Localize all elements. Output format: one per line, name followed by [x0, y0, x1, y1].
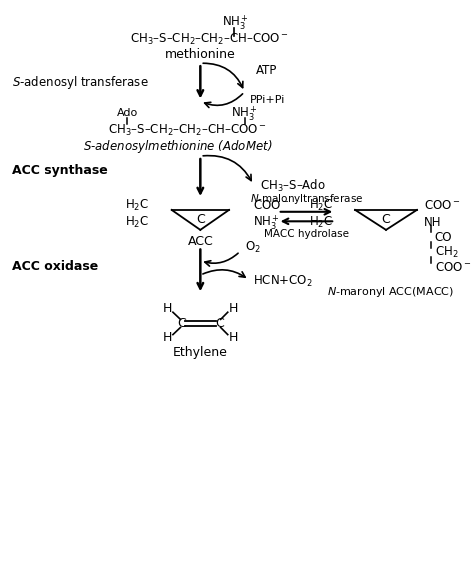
Text: NH$_3^+$: NH$_3^+$: [222, 13, 249, 32]
Text: C: C: [196, 213, 205, 226]
Text: C: C: [215, 317, 224, 330]
Text: NH$_3^+$: NH$_3^+$: [254, 214, 280, 232]
Text: C: C: [177, 317, 186, 330]
Text: Ethylene: Ethylene: [173, 346, 228, 359]
Text: CO: CO: [435, 231, 452, 243]
Text: H: H: [163, 331, 172, 344]
Text: COO$^-$: COO$^-$: [254, 199, 290, 212]
Text: C: C: [382, 213, 391, 226]
Text: $S$-adenosyl transferase: $S$-adenosyl transferase: [12, 74, 149, 91]
Text: ATP: ATP: [255, 64, 277, 77]
Text: H$_2$C: H$_2$C: [126, 215, 149, 230]
Text: COO$^-$: COO$^-$: [435, 262, 471, 274]
Text: H: H: [229, 331, 238, 344]
Text: NH$_3^+$: NH$_3^+$: [231, 104, 258, 123]
Text: MACC hydrolase: MACC hydrolase: [264, 228, 349, 239]
Text: HCN+CO$_2$: HCN+CO$_2$: [254, 274, 313, 289]
Text: H$_2$C: H$_2$C: [126, 197, 149, 213]
Text: ACC oxidase: ACC oxidase: [12, 261, 99, 273]
Text: O$_2$: O$_2$: [245, 240, 260, 255]
Text: H$_2$C: H$_2$C: [309, 197, 333, 213]
Text: PPi+Pi: PPi+Pi: [250, 95, 285, 105]
Text: COO$^-$: COO$^-$: [424, 199, 460, 212]
Text: $N$-maronyl ACC(MACC): $N$-maronyl ACC(MACC): [327, 285, 454, 298]
Text: Ado: Ado: [117, 108, 138, 118]
Text: methionine: methionine: [165, 48, 236, 61]
Text: CH$_3$–S–Ado: CH$_3$–S–Ado: [260, 178, 326, 194]
Text: CH$_2$: CH$_2$: [435, 245, 458, 260]
Text: ACC synthase: ACC synthase: [12, 164, 108, 177]
Text: CH$_3$–S–CH$_2$–CH$_2$–CH–COO$^-$: CH$_3$–S–CH$_2$–CH$_2$–CH–COO$^-$: [108, 123, 266, 138]
Text: CH$_3$–S–CH$_2$–CH$_2$–CH–COO$^-$: CH$_3$–S–CH$_2$–CH$_2$–CH–COO$^-$: [130, 32, 289, 47]
Text: H: H: [229, 302, 238, 315]
Text: $S$-adenosylmethionine (AdoMet): $S$-adenosylmethionine (AdoMet): [83, 138, 273, 155]
Text: $N$-malonyltransferase: $N$-malonyltransferase: [250, 192, 363, 206]
Text: H: H: [163, 302, 172, 315]
Text: NH: NH: [424, 216, 441, 229]
Text: ACC: ACC: [187, 235, 213, 249]
Text: H$_2$C: H$_2$C: [309, 215, 333, 230]
